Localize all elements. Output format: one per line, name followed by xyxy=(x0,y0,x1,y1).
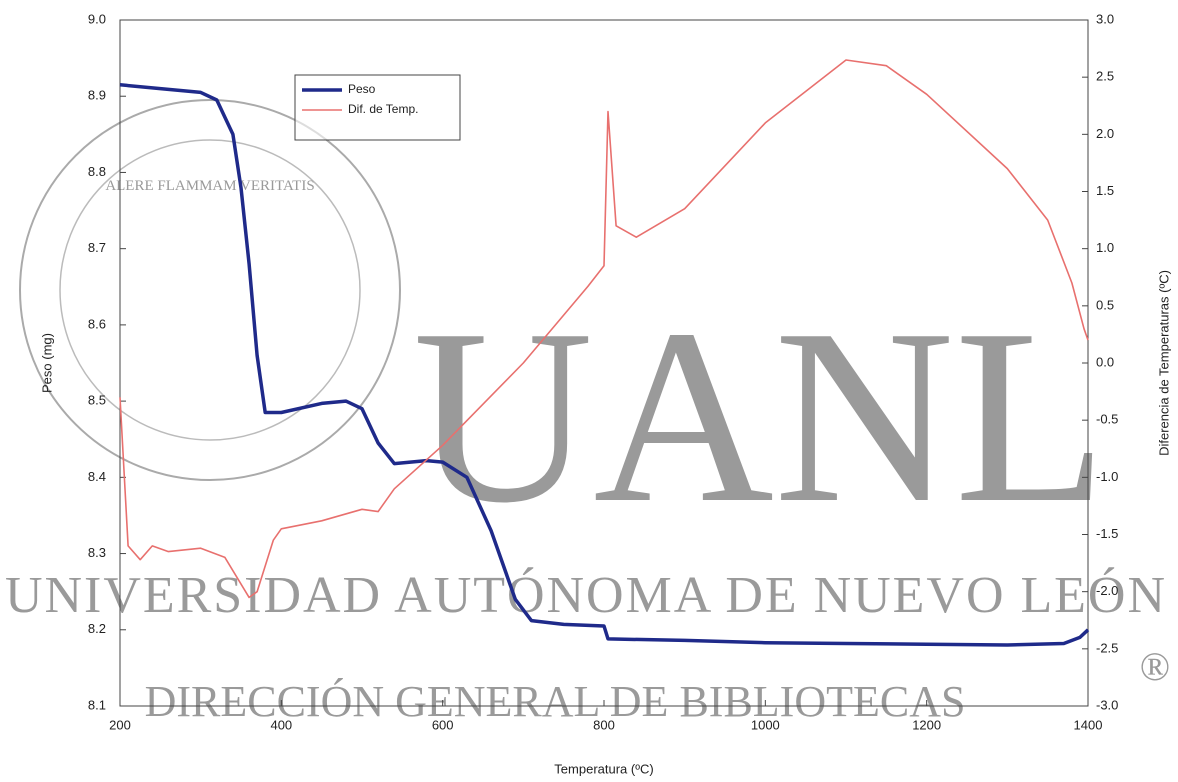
y2-tick-label: -3.0 xyxy=(1096,697,1118,712)
y2-axis-title: Diferencia de Temperaturas (ºC) xyxy=(1156,270,1171,456)
y-tick-label: 8.4 xyxy=(88,469,106,484)
x-tick-label: 600 xyxy=(432,717,454,732)
x-tick-label: 800 xyxy=(593,717,615,732)
legend-label: Peso xyxy=(348,82,376,96)
y-tick-label: 8.5 xyxy=(88,393,106,408)
watermark-logo: UANL xyxy=(413,278,1107,555)
y2-tick-label: 1.5 xyxy=(1096,183,1114,198)
y2-tick-label: -1.5 xyxy=(1096,526,1118,541)
watermark-mark: ® xyxy=(1140,644,1170,689)
seal-ring xyxy=(19,99,401,481)
y-tick-label: 8.2 xyxy=(88,621,106,636)
y2-tick-label: 0.0 xyxy=(1096,354,1114,369)
x-tick-label: 200 xyxy=(109,717,131,732)
x-tick-label: 1400 xyxy=(1074,717,1103,732)
y2-tick-label: 2.5 xyxy=(1096,69,1114,84)
x-tick-label: 1000 xyxy=(751,717,780,732)
legend xyxy=(294,74,461,141)
legend-label: Dif. de Temp. xyxy=(348,102,418,116)
y-tick-label: 8.1 xyxy=(88,697,106,712)
y-tick-label: 9.0 xyxy=(88,11,106,26)
data-line xyxy=(119,59,1089,599)
y-tick-label: 8.7 xyxy=(88,240,106,255)
y2-tick-label: 0.5 xyxy=(1096,297,1114,312)
seal-motto: ALERE FLAMMAM VERITATIS xyxy=(105,178,314,194)
y2-tick-label: 1.0 xyxy=(1096,240,1114,255)
y2-tick-label: 3.0 xyxy=(1096,11,1114,26)
watermark-library: DIRECCIÓN GENERAL DE BIBLIOTECAS xyxy=(145,677,966,726)
watermark: ALERE FLAMMAM VERITATIS UANL UNIVERSIDAD… xyxy=(5,99,1170,726)
y2-tick-label: -1.0 xyxy=(1096,469,1118,484)
seal-ring xyxy=(59,139,361,441)
y2-tick-label: -2.0 xyxy=(1096,583,1118,598)
y-tick-label: 8.8 xyxy=(88,164,106,179)
y-tick-label: 8.6 xyxy=(88,316,106,331)
y2-tick-label: 2.0 xyxy=(1096,126,1114,141)
data-line xyxy=(119,83,1090,647)
x-tick-label: 1200 xyxy=(912,717,941,732)
y-tick-label: 8.9 xyxy=(88,88,106,103)
y2-tick-label: -2.5 xyxy=(1096,640,1118,655)
x-axis-title: Temperatura (ºC) xyxy=(554,761,653,776)
y-axis-title: Peso (mg) xyxy=(39,333,54,393)
x-tick-label: 400 xyxy=(270,717,292,732)
y-tick-label: 8.3 xyxy=(88,545,106,560)
watermark-university: UNIVERSIDAD AUTÓNOMA DE NUEVO LEÓN xyxy=(5,566,1165,624)
y2-tick-label: -0.5 xyxy=(1096,412,1118,427)
